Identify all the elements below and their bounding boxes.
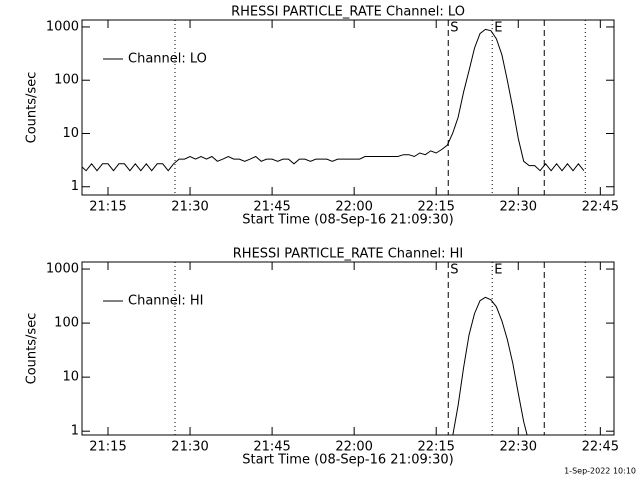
x-tick-label: 22:45 [582, 440, 619, 455]
x-tick-label: 22:15 [417, 440, 454, 455]
series-line [452, 296, 528, 435]
plot-frame [81, 261, 615, 436]
chart-title: RHESSI PARTICLE_RATE Channel: HI [233, 247, 463, 262]
y-tick-label: 1000 [46, 262, 79, 277]
plot: RHESSI PARTICLE_RATE Channel: HI Start Ti… [25, 247, 620, 468]
annotation: E [494, 21, 502, 36]
chart-title: RHESSI PARTICLE_RATE Channel: LO [231, 5, 465, 20]
y-tick-label: 10 [62, 126, 79, 141]
annotation: S [450, 21, 458, 36]
y-tick-label: 1 [71, 424, 79, 439]
legend-label: Channel: HI [128, 294, 204, 309]
y-tick-label: 100 [54, 73, 79, 88]
x-tick-label: 21:30 [171, 200, 208, 215]
y-axis-label: Counts/sec [25, 72, 40, 144]
plot: RHESSI PARTICLE_RATE Channel: LO Start Ti… [25, 5, 620, 228]
x-tick-label: 22:15 [417, 200, 454, 215]
footer: 1-Sep-2022 10:10 [564, 467, 636, 476]
x-tick-label: 22:00 [335, 440, 372, 455]
x-axis-label: Start Time (08-Sep-16 21:09:30) [242, 453, 453, 468]
legend-label: Channel: LO [128, 52, 207, 67]
y-tick-label: 100 [54, 316, 79, 331]
annotation: S [450, 263, 458, 278]
y-axis-label: Counts/sec [25, 313, 40, 385]
plot-frame [81, 19, 615, 196]
x-tick-label: 21:15 [89, 440, 126, 455]
x-tick-label: 21:45 [253, 440, 290, 455]
x-tick-label: 22:00 [335, 200, 372, 215]
annotation: E [494, 263, 502, 278]
x-tick-label: 21:30 [171, 440, 208, 455]
series-line [82, 28, 585, 172]
x-tick-label: 22:30 [500, 440, 537, 455]
x-tick-label: 21:15 [89, 200, 126, 215]
x-axis-label: Start Time (08-Sep-16 21:09:30) [242, 213, 453, 228]
y-tick-label: 1000 [46, 19, 79, 34]
y-tick-label: 1 [71, 179, 79, 194]
x-tick-label: 22:30 [500, 200, 537, 215]
x-tick-label: 22:45 [582, 200, 619, 215]
x-tick-label: 21:45 [253, 200, 290, 215]
y-tick-label: 10 [62, 370, 79, 385]
